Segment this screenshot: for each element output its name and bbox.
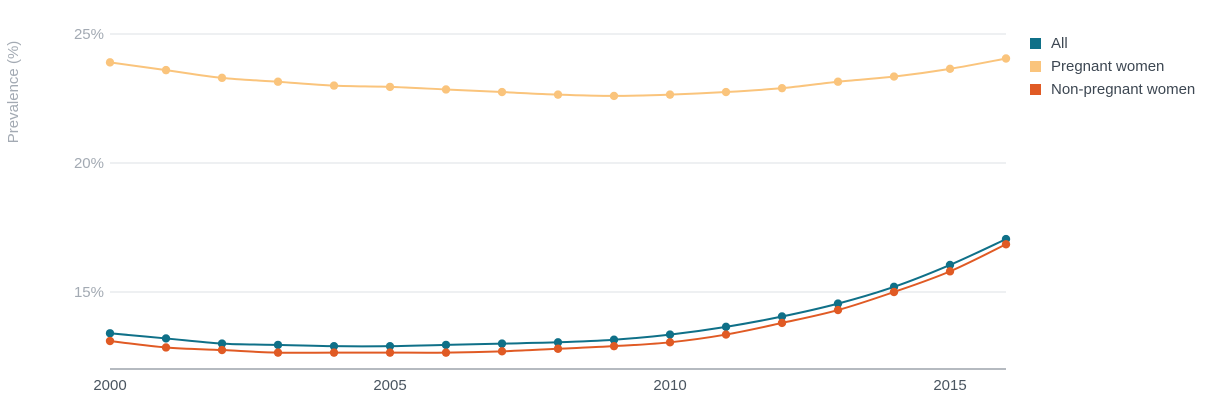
data-point xyxy=(161,334,171,343)
data-point xyxy=(833,299,843,308)
y-tick-label: 20% xyxy=(74,155,104,172)
series-line-pregnant-women xyxy=(109,57,1007,97)
legend-swatch xyxy=(1030,61,1041,72)
data-point xyxy=(385,341,395,351)
data-point xyxy=(161,343,171,352)
data-point xyxy=(721,322,731,332)
data-point xyxy=(609,91,619,101)
data-point xyxy=(441,85,451,94)
data-point xyxy=(1001,54,1011,63)
legend-item-all: All xyxy=(1030,35,1068,52)
data-point xyxy=(721,330,731,339)
data-point xyxy=(329,348,339,357)
data-point xyxy=(889,72,899,81)
gridlines xyxy=(110,33,1006,293)
series-pregnant-women xyxy=(105,54,1011,101)
y-axis-ticks: 15% 20% 25% xyxy=(74,26,104,301)
data-point xyxy=(329,81,339,90)
data-point xyxy=(105,336,115,346)
legend-item-non-pregnant-women: Non-pregnant women xyxy=(1030,81,1195,98)
legend: All Pregnant women Non-pregnant women xyxy=(1030,35,1195,98)
data-point xyxy=(553,344,563,353)
x-tick-label: 2015 xyxy=(933,377,966,394)
legend-label: Non-pregnant women xyxy=(1051,81,1195,98)
data-point xyxy=(105,58,115,67)
data-point xyxy=(609,335,619,344)
data-point xyxy=(609,341,619,351)
data-point xyxy=(777,318,787,328)
data-point xyxy=(105,329,115,338)
data-point xyxy=(441,348,451,357)
data-point xyxy=(945,260,955,270)
data-point xyxy=(889,287,899,297)
data-point xyxy=(497,339,507,348)
data-point xyxy=(945,64,955,74)
data-point xyxy=(161,65,171,75)
data-point xyxy=(497,87,507,97)
data-point xyxy=(721,87,731,97)
data-point xyxy=(273,340,283,350)
data-point xyxy=(1001,240,1011,249)
data-point xyxy=(665,330,675,339)
series-line-all xyxy=(109,238,1007,348)
x-tick-label: 2010 xyxy=(653,377,686,394)
series-lines xyxy=(105,54,1011,357)
data-point xyxy=(833,77,843,86)
legend-label: Pregnant women xyxy=(1051,58,1164,75)
data-point xyxy=(497,347,507,356)
data-point xyxy=(217,73,227,83)
data-point xyxy=(777,312,787,321)
data-point xyxy=(945,267,955,276)
x-tick-label: 2000 xyxy=(93,377,126,394)
data-point xyxy=(553,90,563,99)
legend-label: All xyxy=(1051,35,1068,52)
data-point xyxy=(273,77,283,86)
y-axis-label: Prevalence (%) xyxy=(5,41,22,144)
legend-swatch xyxy=(1030,38,1041,49)
x-axis-ticks: 2000 2005 2010 2015 xyxy=(93,377,966,394)
data-point xyxy=(329,341,339,351)
data-point xyxy=(217,345,227,355)
data-point xyxy=(665,90,675,99)
data-point xyxy=(553,338,563,347)
series-non-pregnant-women xyxy=(105,240,1011,357)
legend-swatch xyxy=(1030,84,1041,95)
data-point xyxy=(665,338,675,347)
y-tick-label: 25% xyxy=(74,26,104,43)
legend-item-pregnant-women: Pregnant women xyxy=(1030,58,1164,75)
data-point xyxy=(217,339,227,348)
data-point xyxy=(273,348,283,357)
y-tick-label: 15% xyxy=(74,284,104,301)
data-point xyxy=(441,340,451,350)
data-point xyxy=(385,82,395,92)
data-point xyxy=(385,348,395,357)
data-point xyxy=(833,305,843,315)
series-line-non-pregnant-women xyxy=(109,243,1007,354)
data-point xyxy=(777,83,787,93)
series-all xyxy=(105,234,1011,351)
x-tick-label: 2005 xyxy=(373,377,406,394)
